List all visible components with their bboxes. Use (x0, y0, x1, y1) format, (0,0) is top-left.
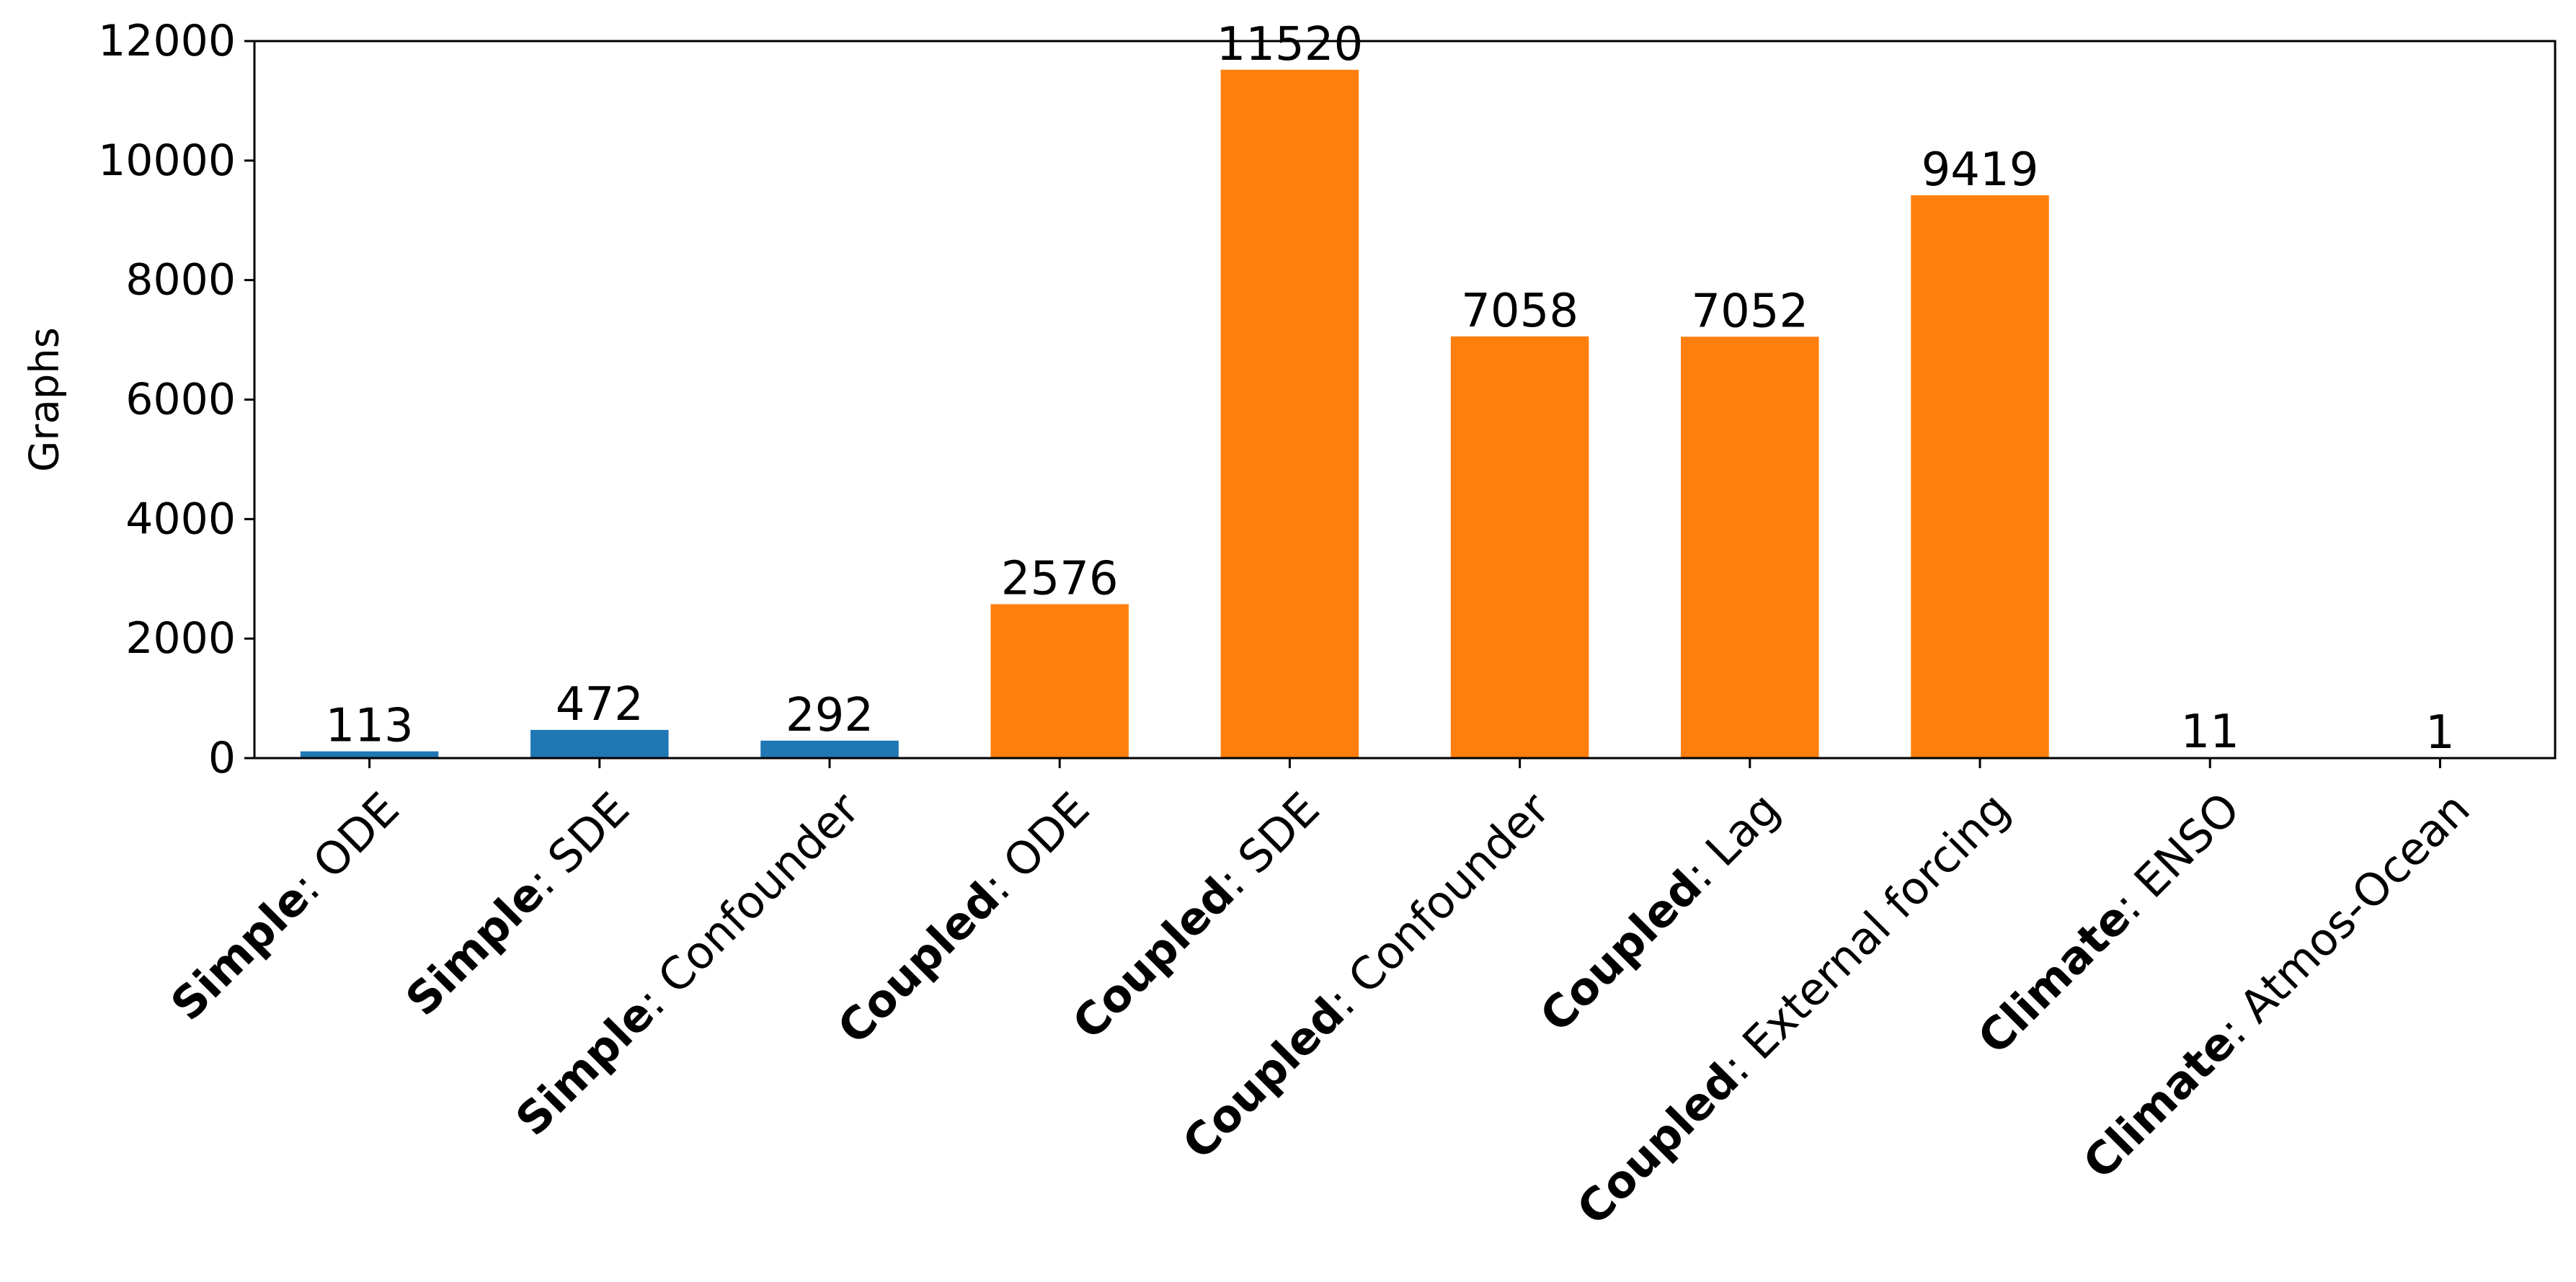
data-label: 1 (2425, 706, 2455, 760)
data-label: 11520 (1217, 18, 1364, 71)
bar (1911, 195, 2049, 758)
data-label: 9419 (1922, 143, 2039, 197)
y-tick-label: 0 (208, 733, 236, 783)
plot-area-frame (253, 40, 2557, 760)
y-tick-label: 4000 (125, 494, 236, 544)
data-label: 7058 (1461, 285, 1578, 338)
data-label: 292 (786, 689, 874, 742)
bar (1220, 69, 1359, 759)
data-label: 113 (326, 700, 414, 753)
data-label: 2576 (1001, 552, 1119, 605)
y-tick-label: 12000 (98, 16, 236, 66)
bar (760, 740, 899, 758)
data-label: 11 (2180, 705, 2239, 759)
data-label: 7052 (1691, 285, 1808, 338)
bar (990, 604, 1129, 758)
y-axis: 0 2000 4000 6000 8000 10000 12000 (98, 16, 254, 783)
y-tick-label: 6000 (125, 375, 236, 425)
bar (1450, 336, 1589, 758)
bar (1681, 337, 1819, 758)
bar (530, 729, 669, 758)
y-tick-label: 10000 (98, 135, 236, 186)
bars-layer (300, 69, 2510, 759)
y-tick-label: 2000 (125, 613, 236, 664)
y-tick-label: 8000 (125, 255, 236, 306)
bar (300, 751, 439, 758)
y-axis-title: Graphs (22, 327, 68, 472)
data-label: 472 (556, 678, 644, 731)
